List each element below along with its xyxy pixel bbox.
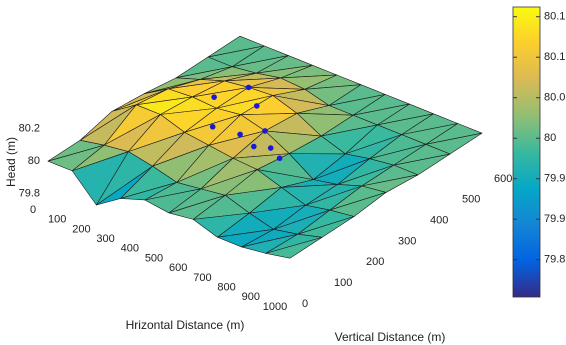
x-tick-label: 200 [72, 223, 90, 235]
surface-triangle [265, 237, 323, 259]
colorbar-tick-label: 80.15 [544, 11, 566, 23]
x-tick-label: 400 [121, 243, 139, 255]
x-tick-label: 1000 [263, 301, 287, 313]
colorbar-tick-label: 79.95 [544, 173, 566, 185]
z-axis-label: Head (m) [4, 137, 18, 187]
y-tick-label: 100 [334, 277, 352, 289]
colorbar-tick-label: 79.9 [544, 213, 565, 225]
z-tick-label: 79.8 [19, 188, 40, 200]
x-tick-label: 600 [169, 262, 187, 274]
x-tick-label: 300 [96, 233, 114, 245]
data-point [276, 155, 283, 162]
data-point [253, 103, 260, 109]
data-point [245, 84, 252, 91]
colorbar-tick-label: 80.05 [544, 92, 566, 104]
colorbar-tick-label: 80 [544, 132, 556, 144]
x-tick-label: 900 [242, 291, 260, 303]
data-point [211, 94, 217, 100]
data-point [237, 131, 243, 138]
x-tick-label: 800 [217, 282, 235, 294]
y-tick-label: 500 [462, 194, 480, 206]
colorbar-tick-label: 80.1 [544, 51, 565, 63]
data-point [251, 143, 257, 150]
x-tick-label: 0 [30, 204, 36, 216]
y-axis-label: Vertical Distance (m) [335, 330, 446, 344]
z-tick-label: 80.2 [19, 123, 40, 135]
y-tick-label: 0 [302, 298, 308, 310]
x-tick-label: 700 [193, 272, 211, 284]
colorbar [512, 6, 541, 298]
y-tick-label: 200 [366, 256, 384, 268]
z-tick-label: 80 [28, 155, 40, 167]
data-point [267, 145, 274, 151]
x-tick-label: 100 [48, 214, 66, 226]
colorbar-tick-label: 79.85 [544, 254, 566, 266]
y-tick-label: 600 [494, 173, 512, 185]
data-point [209, 123, 216, 130]
data-point [262, 128, 268, 134]
x-tick-label: 500 [145, 252, 163, 264]
y-tick-label: 400 [430, 215, 448, 227]
y-tick-label: 300 [398, 235, 416, 247]
x-axis-label: Hrizontal Distance (m) [126, 318, 245, 332]
